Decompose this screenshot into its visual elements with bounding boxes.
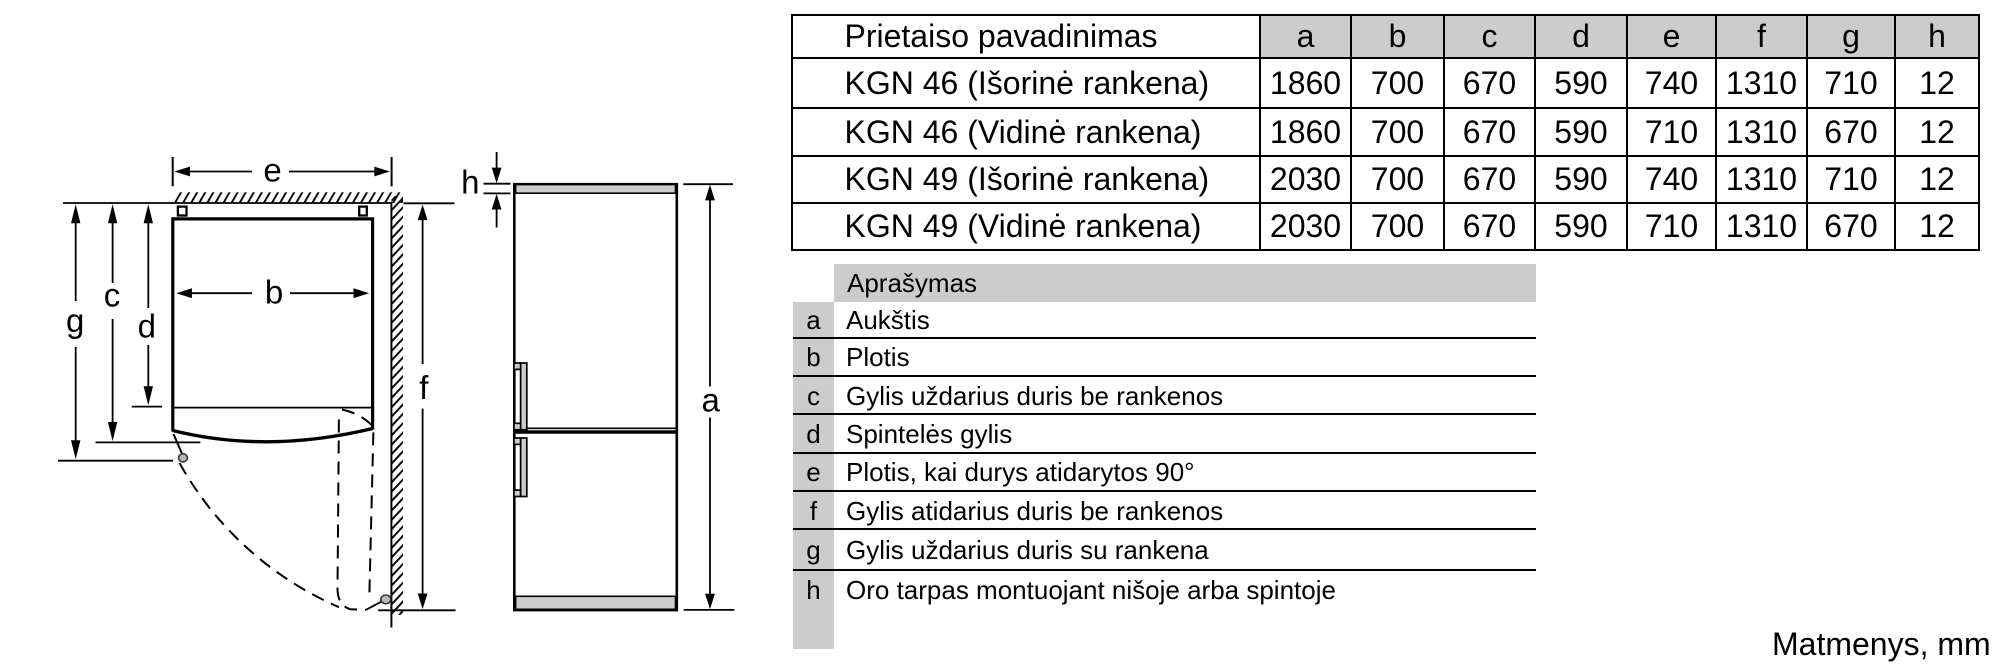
svg-text:e: e — [263, 152, 281, 189]
svg-text:g: g — [66, 302, 84, 339]
svg-text:f: f — [419, 369, 429, 406]
svg-text:a: a — [702, 382, 721, 419]
svg-text:c: c — [104, 277, 121, 314]
svg-text:b: b — [265, 274, 283, 311]
svg-text:h: h — [461, 164, 479, 201]
svg-text:d: d — [138, 308, 156, 345]
